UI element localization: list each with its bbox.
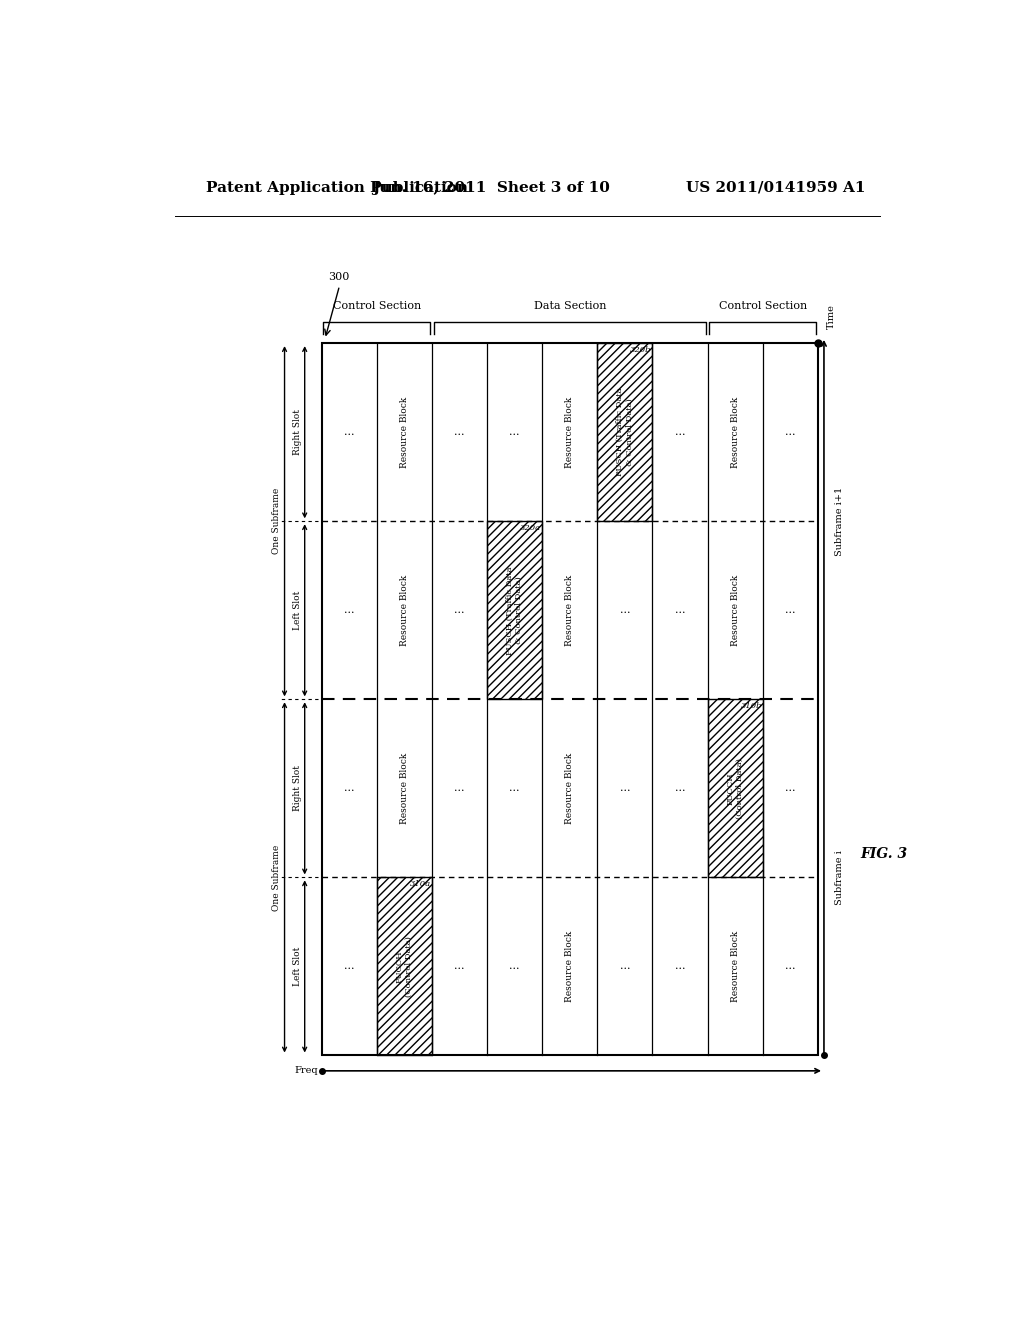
Text: Control Section: Control Section [333,301,421,312]
Text: Resource Block: Resource Block [400,396,409,467]
Text: PUSCH (Traffic Data
& Control Data): PUSCH (Traffic Data & Control Data) [616,388,634,477]
Text: ...: ... [620,961,630,972]
Text: ...: ... [509,961,520,972]
Text: ...: ... [455,606,465,615]
Text: ...: ... [675,961,685,972]
Text: Resource Block: Resource Block [565,931,574,1002]
Text: Resource Block: Resource Block [400,752,409,824]
Text: ...: ... [344,961,354,972]
Text: Control Section: Control Section [719,301,807,312]
Bar [487,521,542,700]
Text: Resource Block: Resource Block [565,752,574,824]
Text: Left Slot: Left Slot [293,590,302,630]
Text: ...: ... [785,783,796,793]
Text: ...: ... [675,783,685,793]
Text: Resource Block: Resource Block [400,574,409,645]
Text: US 2011/0141959 A1: US 2011/0141959 A1 [686,181,865,194]
Text: ...: ... [344,783,354,793]
Text: Freq: Freq [294,1067,317,1076]
Text: ...: ... [785,428,796,437]
Text: Resource Block: Resource Block [730,574,739,645]
Text: ...: ... [675,428,685,437]
Text: ...: ... [455,428,465,437]
Bar [708,700,763,878]
Text: One Subframe: One Subframe [272,488,282,554]
Bar [377,878,432,1056]
Text: One Subframe: One Subframe [272,845,282,911]
Bar [597,343,652,521]
Text: Left Slot: Left Slot [293,946,302,986]
Text: 310b: 310b [740,702,762,710]
Text: PUCCH
(Control Data): PUCCH (Control Data) [396,936,413,997]
Text: Resource Block: Resource Block [565,396,574,467]
Text: ...: ... [344,606,354,615]
Text: Subframe i: Subframe i [835,850,844,904]
Text: ...: ... [509,428,520,437]
Text: Patent Application Publication: Patent Application Publication [206,181,468,194]
Text: PUSCH (Traffic Data
& Control Data): PUSCH (Traffic Data & Control Data) [506,566,523,655]
Text: Time: Time [827,305,836,330]
Text: Resource Block: Resource Block [565,574,574,645]
Text: PUCCH
(Control Data): PUCCH (Control Data) [726,758,743,818]
Text: Resource Block: Resource Block [730,396,739,467]
Text: FIG. 3: FIG. 3 [860,847,907,861]
Text: ...: ... [785,606,796,615]
Text: Subframe i+1: Subframe i+1 [835,487,844,556]
Text: Jun. 16, 2011  Sheet 3 of 10: Jun. 16, 2011 Sheet 3 of 10 [372,181,609,194]
Text: ...: ... [455,783,465,793]
Text: 320a: 320a [520,524,542,532]
Text: ...: ... [509,783,520,793]
Text: 310a: 310a [410,880,431,888]
Text: ...: ... [785,961,796,972]
Text: 300: 300 [328,272,349,281]
Text: Right Slot: Right Slot [293,766,302,812]
Text: Right Slot: Right Slot [293,409,302,455]
Text: Resource Block: Resource Block [730,931,739,1002]
Text: ...: ... [620,606,630,615]
Text: ...: ... [455,961,465,972]
Text: ...: ... [620,783,630,793]
Bar [322,343,818,1056]
Text: Data Section: Data Section [534,301,606,312]
Text: ...: ... [344,428,354,437]
Text: 320b: 320b [631,346,652,354]
Text: ...: ... [675,606,685,615]
